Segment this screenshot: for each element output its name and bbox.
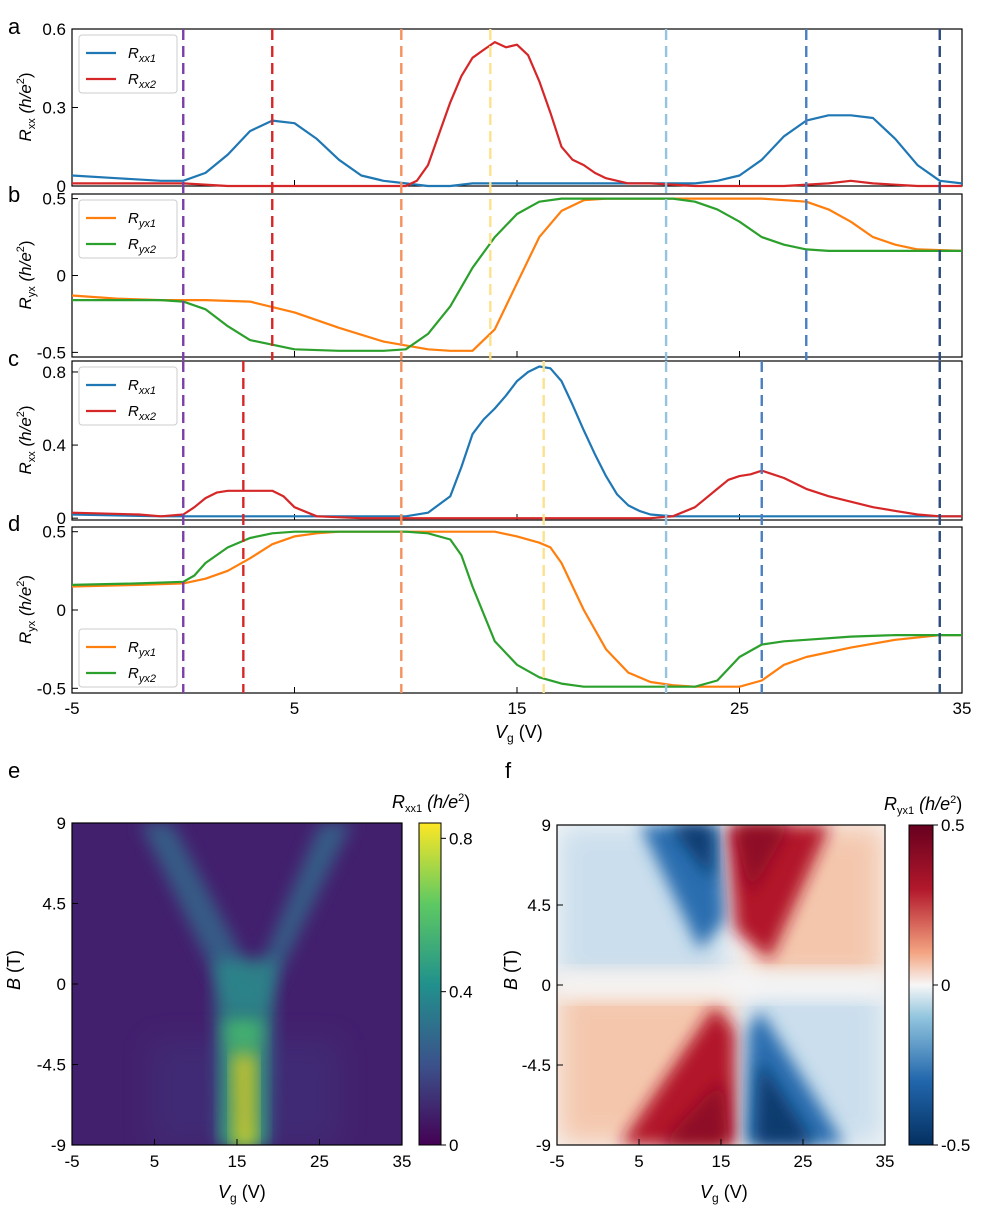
panel-a-ylabel: Rxx (h/e2) xyxy=(15,72,38,141)
panel-label-a: a xyxy=(8,14,21,39)
x-tick-label: 15 xyxy=(228,1152,247,1171)
panel-b-frame xyxy=(71,193,963,358)
y-tick-label: 0.4 xyxy=(42,436,66,455)
legend-label-Rxx1: Rxx1 xyxy=(128,377,156,397)
x-tick-label: 25 xyxy=(794,1152,813,1171)
panel-d-frame xyxy=(71,526,963,694)
series-Ryx2-panel-d xyxy=(71,530,962,688)
colorbar-tick-label: 0.5 xyxy=(941,816,965,835)
x-tick-label: -5 xyxy=(64,1152,79,1171)
y-tick-label: -0.5 xyxy=(37,343,66,362)
panel-a-chart: 0 0.3 0.6 Rxx (h/e2) xyxy=(15,20,963,196)
panel-b-chart: -0.5 0 0.5 Ryx (h/e2) xyxy=(15,190,963,362)
colorbar-e xyxy=(418,822,442,1146)
y-tick-label: 0.6 xyxy=(42,20,66,39)
series-Rxx2-panel-a xyxy=(72,40,962,188)
vertical-markers-bottom xyxy=(182,361,941,693)
colorbar-f xyxy=(908,824,934,1146)
y-tick-label: 4.5 xyxy=(527,896,551,915)
legend-label-Rxx2: Rxx2 xyxy=(128,71,156,91)
x-tick-label: 5 xyxy=(150,1152,159,1171)
series-Rxx2-panel-c xyxy=(71,469,962,520)
ylabel-f: B (T) xyxy=(501,950,521,990)
series-Rxx1-panel-a xyxy=(71,114,963,188)
y-tick-label: 0 xyxy=(57,601,66,620)
y-tick-label: -4.5 xyxy=(522,1056,551,1075)
series-Ryx1-panel-d xyxy=(71,530,962,688)
y-tick-label: 0 xyxy=(57,177,66,196)
colorbar-tick-label: 0 xyxy=(941,976,950,995)
legends: Rxx1 Rxx2 Ryx1 Ryx2 Rxx1 Rxx2 Ryx1 Ryx2 xyxy=(78,34,178,688)
xlabel-e: Vg (V) xyxy=(218,1182,266,1205)
panel-label-b: b xyxy=(8,182,20,207)
legend-label-Rxx2: Rxx2 xyxy=(128,403,156,423)
x-tick-label: 35 xyxy=(393,1152,412,1171)
colorbar-tick-label: 0 xyxy=(449,1136,458,1155)
colorbar-e-label: Rxx1 (h/e2) xyxy=(392,792,470,815)
panel-e-heatmap: -5 5 15 25 35 9 4.5 0 -4.5 -9 B (T) Vg (V) 0.8 0.4… xyxy=(4,792,473,1205)
y-tick-label: 4.5 xyxy=(42,895,66,914)
legend-label-Ryx2: Ryx2 xyxy=(128,665,156,685)
x-tick-label: 25 xyxy=(730,699,749,718)
xlabel-f: Vg (V) xyxy=(700,1182,748,1205)
legend-label-Ryx1: Ryx1 xyxy=(128,210,156,230)
y-tick-label: 9 xyxy=(57,814,66,833)
colorbar-tick-label: 0.4 xyxy=(449,983,473,1002)
colorbar-tick-label: 0.8 xyxy=(449,829,473,848)
x-tick-label: 5 xyxy=(290,699,299,718)
series-Ryx1-panel-b xyxy=(71,197,963,352)
x-tick-label: 15 xyxy=(712,1152,731,1171)
series-Ryx2-panel-b xyxy=(72,197,962,352)
y-tick-label: 0.5 xyxy=(42,190,66,209)
x-tick-label: 5 xyxy=(634,1152,643,1171)
y-tick-label: -0.5 xyxy=(37,679,66,698)
colorbar-f-label: Ryx1 (h/e2) xyxy=(884,794,962,817)
y-tick-label: 0.5 xyxy=(42,523,66,542)
x-tick-label: -5 xyxy=(64,699,79,718)
y-tick-label: 0 xyxy=(57,975,66,994)
y-tick-label: 0 xyxy=(57,267,66,286)
panel-a-frame xyxy=(71,28,963,187)
legend-label-Rxx1: Rxx1 xyxy=(128,45,156,65)
y-tick-label: 0 xyxy=(57,509,66,528)
panel-d-chart: -0.5 0 0.5 -5 5 15 25 35 Ryx (h/e2) xyxy=(15,523,971,718)
y-tick-label: -4.5 xyxy=(37,1056,66,1075)
legend-label-Ryx1: Ryx1 xyxy=(128,639,156,659)
xlabel-top: Vg (V) xyxy=(495,722,543,745)
panel-f-heatmap: -5 5 15 25 35 9 4.5 0 -4.5 -9 B (T) Vg (V) 0.5 0 -0… xyxy=(501,794,970,1205)
panel-d-ylabel: Ryx (h/e2) xyxy=(15,575,38,644)
y-tick-label: 0.3 xyxy=(42,99,66,118)
vertical-markers-top xyxy=(182,29,941,360)
y-tick-label: 9 xyxy=(542,816,551,835)
y-tick-label: -9 xyxy=(536,1136,551,1155)
series-Rxx1-panel-c xyxy=(71,365,962,518)
y-tick-label: 0.8 xyxy=(42,363,66,382)
legend-label-Ryx2: Ryx2 xyxy=(128,236,156,256)
panel-label-e: e xyxy=(8,758,20,783)
x-tick-label: 15 xyxy=(508,699,527,718)
panel-label-d: d xyxy=(8,511,20,536)
panel-c-ylabel: Rxx (h/e2) xyxy=(15,405,38,474)
panel-label-f: f xyxy=(505,758,512,783)
y-tick-label: 0 xyxy=(542,976,551,995)
x-tick-label: 25 xyxy=(310,1152,329,1171)
x-tick-label: 35 xyxy=(953,699,972,718)
x-tick-label: 35 xyxy=(876,1152,895,1171)
panel-c-chart: 0 0.4 0.8 Rxx (h/e2) xyxy=(15,360,963,528)
x-tick-label: -5 xyxy=(549,1152,564,1171)
panel-label-c: c xyxy=(8,346,19,371)
y-tick-label: -9 xyxy=(51,1136,66,1155)
panel-b-ylabel: Ryx (h/e2) xyxy=(15,240,38,309)
ylabel-e: B (T) xyxy=(4,950,24,990)
colorbar-tick-label: -0.5 xyxy=(941,1136,970,1155)
